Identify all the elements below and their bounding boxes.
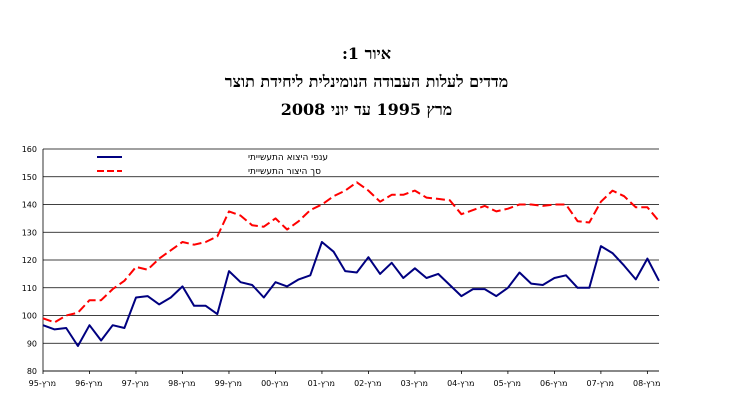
- gridlines: [43, 148, 659, 372]
- axes: [42, 149, 659, 372]
- x-tick-label: מרץ-99: [215, 379, 242, 388]
- legend-label: סך היצור התעשייתי: [248, 167, 321, 177]
- chart-title: מדדים לעלות העבודה הנומינלית ליחידת תוצר: [224, 72, 509, 91]
- y-tick-label: 130: [22, 228, 37, 237]
- chart-subtitle: מרץ 1995 עד יוני 2008: [280, 100, 453, 119]
- series-lines: [42, 181, 660, 347]
- x-tick-label: מרץ-02: [354, 379, 381, 388]
- x-tick-label: מרץ-06: [540, 379, 567, 388]
- x-tick-label: מרץ-96: [75, 379, 102, 388]
- x-tick-label: מרץ-00: [261, 379, 288, 388]
- y-axis-ticks: 80 90 100 110 120 130 140 150 160: [22, 145, 37, 376]
- x-tick-label: מרץ-03: [401, 379, 428, 388]
- y-tick-label: 160: [22, 145, 37, 154]
- y-tick-label: 140: [22, 201, 37, 210]
- series-line-total: [42, 181, 660, 324]
- y-tick-label: 110: [22, 284, 37, 293]
- x-tick-label: מרץ-98: [168, 379, 195, 388]
- y-tick-label: 90: [27, 339, 37, 348]
- figure-number: איור 1:: [341, 44, 392, 63]
- legend-label: ענפי היצוא התעשייתי: [248, 153, 328, 163]
- x-tick-label: מרץ-05: [494, 379, 521, 388]
- y-tick-label: 80: [27, 367, 37, 376]
- x-tick-label: מרץ-08: [633, 379, 660, 388]
- y-tick-label: 150: [22, 173, 37, 182]
- x-axis-ticks: מרץ-95 מרץ-96 מרץ-97 מרץ-98 מרץ-99 מרץ-00 מרץ-…: [29, 371, 660, 388]
- x-tick-label: מרץ-95: [29, 379, 56, 388]
- series-line-export: [42, 241, 660, 347]
- chart-titles: איור 1: מדדים לעלות העבודה הנומינלית ליח…: [0, 40, 733, 124]
- x-tick-label: מרץ-07: [587, 379, 614, 388]
- y-tick-label: 100: [22, 312, 37, 321]
- x-tick-label: מרץ-04: [447, 379, 474, 388]
- x-tick-label: מרץ-01: [308, 379, 335, 388]
- x-tick-label: מרץ-97: [122, 379, 149, 388]
- y-tick-label: 120: [22, 256, 37, 265]
- legend: ענפי היצוא התעשייתי סך היצור התעשייתי: [97, 153, 328, 177]
